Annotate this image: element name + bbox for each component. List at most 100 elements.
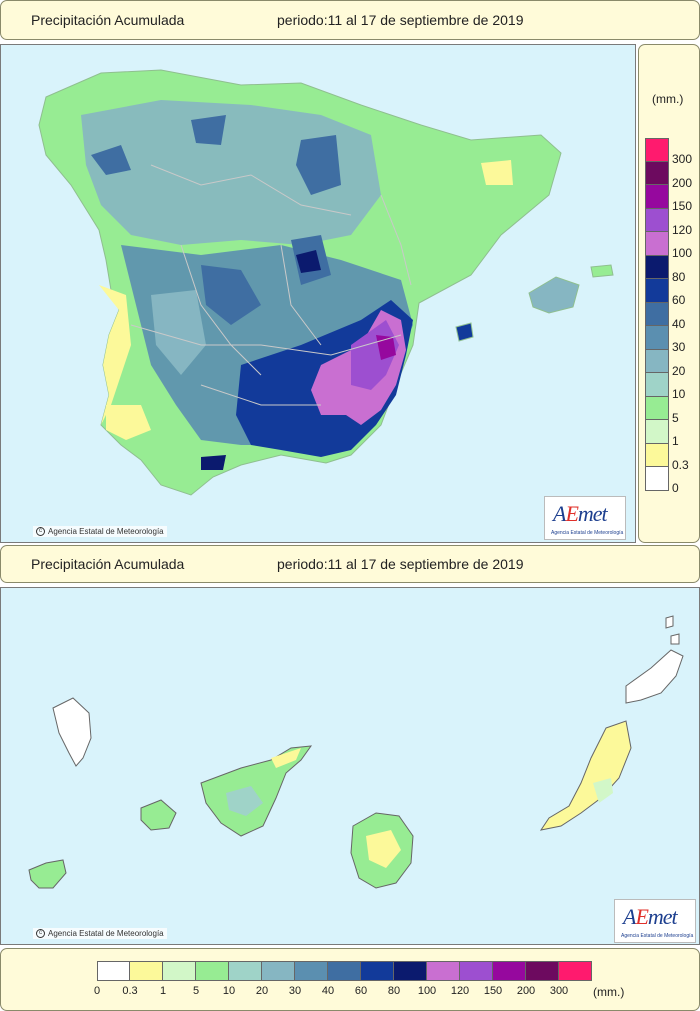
hlegend-label-300: 300 — [549, 985, 569, 997]
la-palma — [52, 697, 92, 767]
hlegend-swatch-300 — [559, 961, 592, 981]
canarias-map: c Agencia Estatal de Meteorología AEmet … — [0, 587, 700, 945]
period-text: periodo:11 al 17 de septiembre de 2019 — [277, 12, 524, 28]
central-core — [296, 250, 321, 273]
legend-label-150: 150 — [672, 199, 693, 213]
legend-label-10: 10 — [672, 387, 686, 401]
region-boundaries — [130, 164, 412, 406]
legend-swatch-30 — [645, 326, 669, 350]
legend-label-0: 0 — [672, 481, 679, 495]
horizontal-legend — [97, 961, 592, 981]
copyright-icon-2: c — [36, 929, 45, 938]
vertical-legend — [645, 138, 669, 491]
legend-label-100: 100 — [672, 246, 693, 260]
hlegend-label-5: 5 — [192, 985, 200, 997]
hlegend-swatch-100 — [427, 961, 460, 981]
legend-swatch-40 — [645, 302, 669, 326]
north-band — [81, 100, 381, 245]
hlegend-swatch-1 — [163, 961, 196, 981]
tenerife — [200, 745, 313, 837]
tenerife-center — [226, 786, 263, 816]
legend-label-20: 20 — [672, 363, 686, 378]
legend-unit-horizontal: (mm.) — [593, 985, 625, 999]
legend-swatch-100 — [645, 232, 669, 256]
aemet-logo-subtitle-2: Agencia Estatal de Meteorología — [621, 933, 694, 939]
hlegend-swatch-40 — [328, 961, 361, 981]
legend-swatch-0.3 — [645, 443, 669, 467]
legend-swatch-60 — [645, 279, 669, 303]
north-dark-patches — [91, 115, 341, 195]
peninsula-map: c Agencia Estatal de Meteorología AEmet … — [0, 44, 636, 543]
aemet-logo-subtitle: Agencia Estatal de Meteorología — [551, 530, 624, 536]
southwest-light — [106, 405, 151, 440]
legend-swatch-0 — [645, 467, 669, 491]
south-dark-spot — [201, 455, 226, 470]
hlegend-swatch-200 — [526, 961, 559, 981]
hlegend-swatch-0 — [97, 961, 130, 981]
credit-peninsula: c Agencia Estatal de Meteorología — [33, 526, 167, 537]
hlegend-swatch-120 — [460, 961, 493, 981]
credit-text: Agencia Estatal de Meteorología — [48, 527, 164, 536]
legend-swatch-120 — [645, 208, 669, 232]
el-hierro — [28, 859, 67, 889]
title-bar-canarias: Precipitación Acumulada periodo:11 al 17… — [0, 545, 700, 583]
legend-label-120: 120 — [672, 222, 693, 237]
legend-label-60: 60 — [672, 293, 686, 307]
la-gomera — [140, 799, 177, 831]
legend-unit-vertical: (mm.) — [652, 92, 684, 106]
legend-swatch-300 — [645, 138, 669, 162]
hlegend-label-40: 40 — [321, 985, 335, 997]
northeast-yellow — [481, 160, 513, 185]
ibiza — [455, 322, 474, 342]
southeast-magenta — [376, 335, 396, 360]
mallorca — [528, 276, 580, 314]
legend-label-1: 1 — [672, 434, 679, 448]
hlegend-swatch-0.3 — [130, 961, 163, 981]
aemet-logo-word-2: AEmet — [623, 904, 678, 929]
fuerteventura-green — [593, 778, 613, 803]
copyright-icon: c — [36, 527, 45, 536]
hlegend-swatch-10 — [229, 961, 262, 981]
hlegend-label-150: 150 — [483, 985, 503, 997]
hlegend-swatch-30 — [295, 961, 328, 981]
hlegend-label-30: 30 — [288, 985, 302, 997]
hlegend-label-100: 100 — [417, 985, 437, 997]
legend-swatch-200 — [645, 161, 669, 185]
hlegend-swatch-150 — [493, 961, 526, 981]
legend-label-80: 80 — [672, 269, 686, 284]
hlegend-swatch-20 — [262, 961, 295, 981]
legend-swatch-80 — [645, 255, 669, 279]
legend-label-200: 200 — [672, 175, 693, 190]
legend-swatch-5 — [645, 396, 669, 420]
title-bar-peninsula: Precipitación Acumulada periodo:11 al 17… — [0, 0, 700, 40]
legend-label-300: 300 — [672, 152, 693, 166]
hlegend-swatch-5 — [196, 961, 229, 981]
hlegend-label-200: 200 — [516, 985, 536, 997]
legend-swatch-150 — [645, 185, 669, 209]
legend-swatch-1 — [645, 420, 669, 444]
menorca — [590, 264, 614, 278]
hlegend-swatch-60 — [361, 961, 394, 981]
hlegend-label-60: 60 — [354, 985, 368, 997]
credit-canarias: c Agencia Estatal de Meteorología — [33, 928, 167, 939]
title-text-2: Precipitación Acumulada — [31, 556, 185, 572]
title-text: Precipitación Acumulada — [31, 12, 185, 28]
canarias-precip-svg — [28, 615, 684, 889]
hlegend-label-80: 80 — [387, 985, 401, 997]
graciosa — [665, 615, 680, 645]
legend-label-0.3: 0.3 — [672, 457, 689, 472]
period-text-2: periodo:11 al 17 de septiembre de 2019 — [277, 556, 524, 572]
gran-canaria-yellow — [366, 830, 401, 868]
legend-label-5: 5 — [672, 410, 679, 425]
legend-swatch-20 — [645, 349, 669, 373]
hlegend-label-0.3: 0.3 — [122, 985, 138, 997]
hlegend-label-120: 120 — [450, 985, 470, 997]
hlegend-label-1: 1 — [159, 985, 167, 997]
legend-label-40: 40 — [672, 316, 686, 331]
aemet-logo-word: AEmet — [553, 501, 608, 526]
aemet-logo-canarias: AEmet Agencia Estatal de Meteorología — [614, 899, 696, 943]
credit-text-2: Agencia Estatal de Meteorología — [48, 929, 164, 938]
tenerife-ne-yellow — [271, 748, 301, 768]
portugal-west-light — [99, 285, 131, 425]
legend-label-30: 30 — [672, 340, 686, 354]
